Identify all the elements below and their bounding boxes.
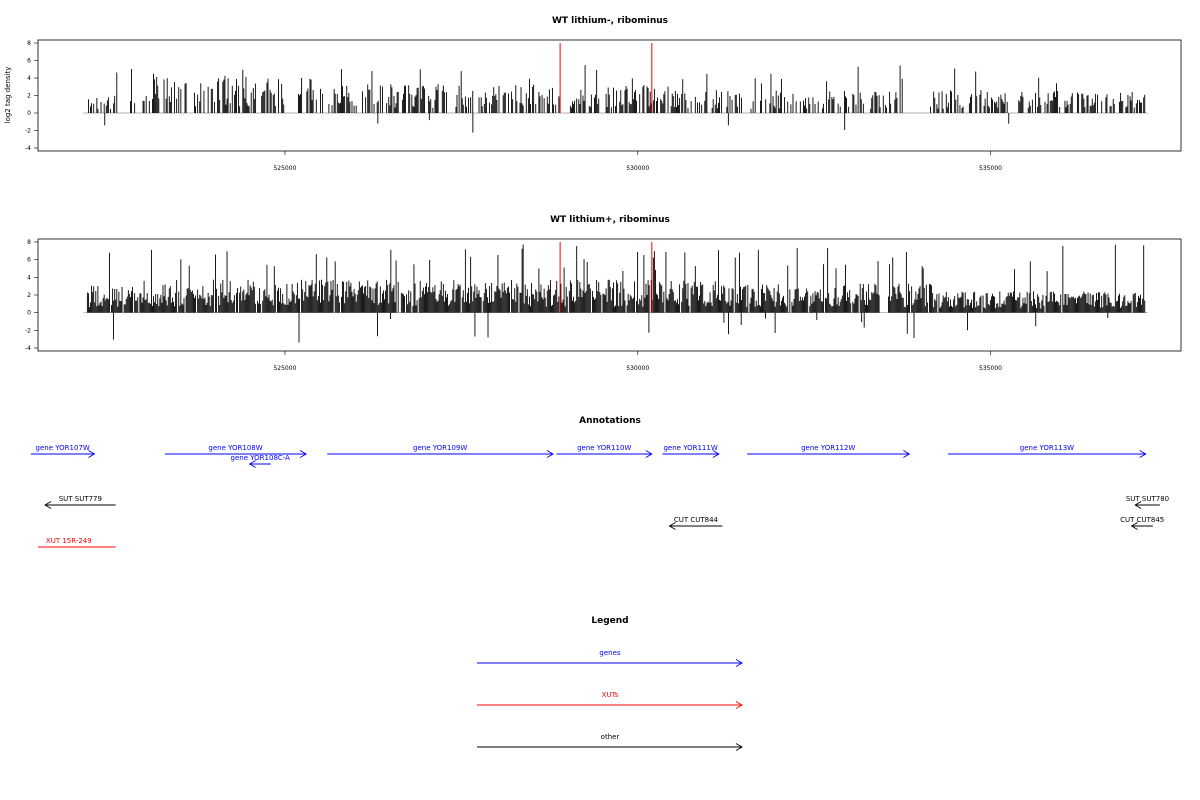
arrow-head-right — [299, 450, 308, 458]
x-axis: 525000 530000 535000 — [273, 151, 1002, 172]
gene-feature[interactable]: gene YOR113W — [948, 444, 1147, 458]
arrow-head-left — [248, 460, 256, 468]
xut-feature[interactable]: XUT 15R-249 — [38, 537, 116, 548]
x-tick-label: 530000 — [626, 365, 649, 372]
arrow-head-right — [735, 743, 743, 751]
y-tick-label: 4 — [27, 274, 31, 281]
legend-label: genes — [599, 649, 620, 657]
xut-label: XUT 15R-249 — [46, 537, 92, 545]
x-tick-label: 535000 — [979, 165, 1002, 172]
arrow-head-right — [546, 450, 554, 458]
arrow-head-left — [1134, 501, 1142, 509]
highlight-lines — [559, 242, 653, 313]
y-tick-label: 0 — [27, 310, 31, 317]
x-tick-label: 525000 — [273, 165, 296, 172]
y-tick-label: -4 — [25, 145, 31, 152]
y-tick-label: 8 — [27, 239, 31, 246]
other-feature[interactable]: SUT SUT780 — [1126, 495, 1169, 509]
legend-items: genes XUTs other — [477, 649, 743, 751]
gene-feature[interactable]: gene YOR111W — [662, 444, 720, 458]
other-feature[interactable]: CUT CUT844 — [668, 516, 723, 530]
arrow-head-right — [712, 450, 720, 458]
arrow-head-right — [88, 450, 96, 458]
panel-title: WT lithium-, ribominus — [552, 16, 668, 26]
legend-panel: Legend genes XUTs other — [477, 616, 743, 751]
arrow-head-left — [668, 522, 676, 530]
y-axis: -4 -2 0 2 4 6 8 — [25, 239, 38, 352]
other-label: CUT CUT845 — [1120, 516, 1164, 524]
gene-feature[interactable]: gene YOR112W — [747, 444, 911, 458]
y-tick-label: 6 — [27, 58, 31, 65]
arrow-head-left — [44, 501, 52, 509]
y-tick-label: -4 — [25, 345, 31, 352]
y-axis-label: log2 tag density — [4, 67, 12, 124]
other-label: SUT SUT779 — [59, 495, 102, 503]
gene-label: gene YOR107W — [36, 444, 90, 452]
other-feature[interactable]: CUT CUT845 — [1120, 516, 1164, 530]
legend-title: Legend — [591, 616, 628, 626]
x-tick-label: 525000 — [273, 365, 296, 372]
gene-label: gene YOR113W — [1020, 444, 1074, 452]
bar-series — [83, 244, 1148, 343]
gene-label: gene YOR108W — [208, 444, 262, 452]
arrow-head-right — [735, 659, 743, 667]
track-panel-lithium-minus: WT lithium-, ribominus log2 tag density … — [4, 16, 1182, 172]
y-tick-label: -2 — [25, 327, 31, 334]
gene-label: gene YOR110W — [577, 444, 631, 452]
other-label: SUT SUT780 — [1126, 495, 1169, 503]
y-tick-label: 0 — [27, 110, 31, 117]
y-axis: -4 -2 0 2 4 6 8 — [25, 40, 38, 152]
panel-title: WT lithium+, ribominus — [550, 215, 670, 225]
x-tick-label: 535000 — [979, 365, 1002, 372]
gene-label: gene YOR111W — [663, 444, 717, 452]
x-tick-label: 530000 — [626, 165, 649, 172]
gene-label: gene YOR112W — [801, 444, 855, 452]
legend-label: XUTs — [602, 691, 619, 699]
x-axis: 525000 530000 535000 — [273, 351, 1002, 372]
arrow-head-right — [735, 701, 743, 709]
arrow-head-right — [903, 450, 911, 458]
highlight-lines — [559, 43, 653, 113]
y-tick-label: -2 — [25, 128, 31, 135]
gene-feature[interactable]: gene YOR110W — [556, 444, 653, 458]
gene-feature[interactable]: gene YOR108W — [165, 444, 308, 458]
y-tick-label: 4 — [27, 75, 31, 82]
other-feature[interactable]: SUT SUT779 — [44, 495, 116, 509]
legend-item: XUTs — [477, 691, 743, 709]
arrow-head-left — [1130, 522, 1138, 530]
annotation-features: gene YOR107W gene YOR108W gene YOR108C-A ge… — [30, 444, 1169, 548]
legend-item: genes — [477, 649, 743, 667]
y-tick-label: 8 — [27, 40, 31, 47]
gene-label: gene YOR108C-A — [231, 454, 291, 462]
other-label: CUT CUT844 — [674, 516, 719, 524]
y-tick-label: 6 — [27, 257, 31, 264]
legend-label: other — [601, 733, 620, 741]
gene-feature[interactable]: gene YOR108C-A — [231, 454, 291, 468]
bar-series — [83, 65, 1148, 133]
gene-feature[interactable]: gene YOR109W — [327, 444, 554, 458]
annotations-title: Annotations — [579, 416, 641, 426]
gene-label: gene YOR109W — [413, 444, 467, 452]
legend-item: other — [477, 733, 743, 751]
annotations-panel: Annotations gene YOR107W gene YOR108Wgene… — [30, 416, 1169, 548]
y-tick-label: 2 — [27, 93, 31, 100]
arrow-head-right — [645, 450, 653, 458]
y-tick-label: 2 — [27, 292, 31, 299]
arrow-head-right — [1139, 450, 1147, 458]
gene-feature[interactable]: gene YOR107W — [30, 444, 96, 458]
